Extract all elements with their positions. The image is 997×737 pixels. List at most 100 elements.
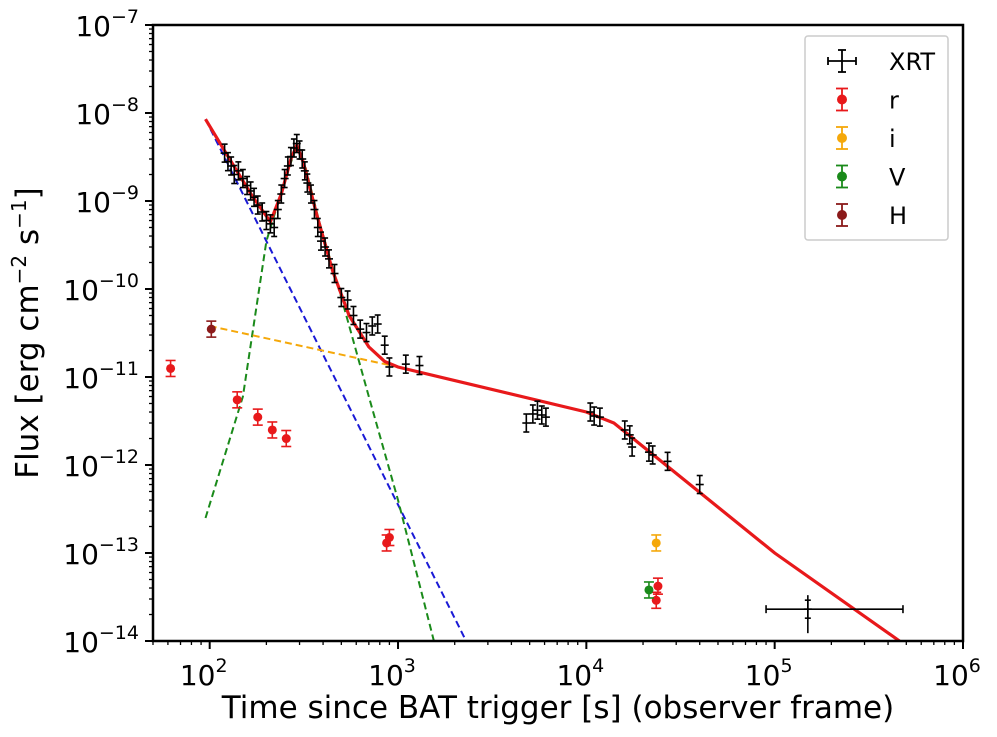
xrt-point — [313, 217, 322, 238]
legend-entry-r: r — [836, 87, 899, 115]
y-tick-label: 10−12 — [63, 446, 139, 483]
y-tick-label: 10−8 — [75, 94, 139, 131]
xrt-point — [362, 322, 371, 343]
axis-ticks: 102 103 104 105 10610−1410−1310−1210−1110−10… — [63, 6, 981, 692]
point-r — [232, 391, 243, 409]
xrt-point — [522, 413, 531, 433]
y-tick-base: 10 — [75, 186, 111, 219]
y-tick-label: 10−13 — [63, 534, 139, 571]
model-total — [204, 118, 901, 641]
H-marker — [206, 324, 216, 334]
x-tick-exp: 5 — [780, 655, 792, 677]
xrt-point — [595, 407, 604, 427]
xrt-point — [644, 442, 653, 462]
legend-label-XRT: XRT — [889, 48, 935, 76]
point-r — [652, 577, 663, 595]
y-axis-label-exp1: −2 — [7, 255, 31, 284]
y-tick-exp: −9 — [111, 182, 139, 204]
y-tick-label: 10−9 — [75, 182, 139, 219]
data-points — [165, 133, 904, 634]
x-tick-exp: 4 — [592, 655, 604, 677]
x-tick-base: 10 — [180, 659, 216, 692]
x-tick-exp: 3 — [404, 655, 416, 677]
xrt-point — [380, 335, 389, 355]
y-tick-base: 10 — [75, 98, 111, 131]
legend-label-r: r — [889, 87, 899, 115]
y-tick-base: 10 — [63, 362, 99, 395]
xrt-point — [238, 168, 247, 189]
xrt-point — [306, 184, 315, 204]
x-tick-label: 105 — [745, 655, 793, 692]
xrt-point — [385, 357, 394, 377]
xrt-point — [586, 402, 595, 422]
point-r — [165, 359, 176, 378]
point-r — [384, 528, 395, 547]
plot-frame — [151, 23, 965, 643]
legend-label-i: i — [889, 125, 896, 153]
xrt-point — [415, 355, 424, 376]
y-axis-label-end: ] — [10, 187, 46, 199]
xrt-point — [533, 400, 542, 420]
r-marker — [384, 533, 394, 543]
model-steep-decay — [204, 118, 467, 641]
legend-box — [804, 35, 949, 241]
legend-marker — [837, 133, 847, 143]
xrt-point — [663, 451, 672, 472]
point-V — [643, 581, 654, 599]
y-tick-exp: −7 — [111, 6, 139, 28]
xrt-point — [300, 161, 309, 181]
point-r — [651, 591, 662, 610]
y-tick-label: 10−11 — [63, 358, 139, 395]
point-H — [206, 320, 217, 338]
y-tick-base: 10 — [63, 538, 99, 571]
xrt-point — [541, 407, 550, 427]
x-axis-label: Time since BAT trigger [s] (observer fra… — [221, 690, 894, 726]
r-marker — [166, 363, 176, 373]
xrt-point — [648, 445, 657, 465]
y-tick-exp: −13 — [99, 534, 139, 556]
r-marker — [281, 434, 291, 444]
xrt-point — [401, 354, 410, 374]
y-axis-label: Flux [erg cm−2 s−1] — [7, 187, 46, 479]
y-tick-exp: −11 — [99, 358, 139, 380]
y-axis-label-main: Flux [erg cm — [10, 284, 46, 478]
xrt-point — [310, 199, 319, 220]
xrt-point — [262, 210, 271, 231]
x-tick-base: 10 — [933, 659, 969, 692]
legend-marker — [837, 210, 847, 220]
xrt-point — [253, 195, 262, 215]
xrt-point — [695, 474, 704, 495]
legend-entry-H: H — [836, 202, 907, 230]
xrt-point — [273, 199, 282, 220]
x-tick-exp: 2 — [215, 655, 227, 677]
xrt-point — [280, 168, 289, 189]
xrt-point — [537, 405, 546, 425]
xrt-point — [590, 406, 599, 426]
y-tick-base: 10 — [63, 626, 99, 659]
y-tick-label: 10−10 — [63, 270, 139, 307]
x-tick-label: 103 — [368, 655, 416, 692]
xrt-point — [277, 184, 286, 204]
model-flare — [204, 143, 435, 641]
xrt-point — [243, 175, 252, 196]
y-tick-base: 10 — [63, 450, 99, 483]
legend-entry-XRT: XRT — [827, 48, 935, 76]
xrt-point — [330, 263, 339, 284]
i-marker — [651, 538, 661, 548]
xrt-point — [317, 231, 326, 251]
r-marker — [653, 581, 663, 591]
x-tick-base: 10 — [368, 659, 404, 692]
y-tick-exp: −14 — [99, 622, 139, 644]
x-tick-base: 10 — [556, 659, 592, 692]
legend-marker — [837, 171, 847, 182]
point-r — [252, 408, 263, 426]
xrt-point — [628, 437, 637, 457]
point-r — [281, 429, 292, 448]
model-curves — [204, 118, 901, 641]
x-tick-exp: 6 — [969, 655, 981, 677]
xrt-point — [349, 305, 358, 326]
legend-marker — [837, 94, 847, 105]
x-tick-label: 102 — [180, 655, 228, 692]
